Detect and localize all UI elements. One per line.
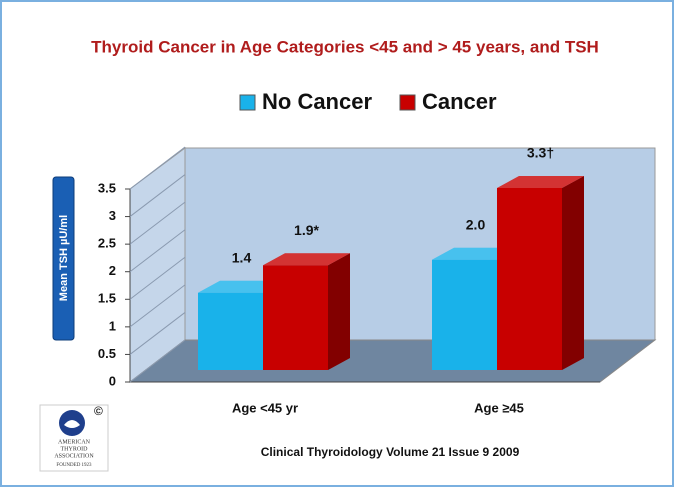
bar-side	[328, 253, 350, 370]
logo-shape	[64, 420, 80, 428]
logo-mark: ©	[94, 404, 103, 418]
y-label-box	[52, 176, 75, 341]
x-tick-label: Age <45 yr	[232, 400, 298, 415]
bar-top-shade	[263, 253, 350, 266]
logo: © AMERICAN THYROID ASSOCIATION FOUNDED 1…	[39, 404, 109, 472]
bar-front	[497, 188, 562, 370]
bar-side-shade	[562, 176, 584, 370]
y-tick-label: 0.5	[98, 346, 116, 361]
value-label: 3.3†	[527, 145, 554, 161]
legend-swatch	[399, 94, 416, 111]
grid-line	[129, 146, 186, 190]
grid-line	[129, 174, 186, 217]
y-tick-label: 3.5	[98, 180, 116, 195]
bar-top-shade	[497, 176, 584, 189]
y-axis-label: Mean TSH µU/ml	[58, 215, 70, 301]
legend-label: Cancer	[422, 89, 497, 114]
bar-side	[562, 176, 584, 370]
bar	[263, 253, 350, 370]
grid-line	[129, 201, 186, 245]
grid-line	[129, 339, 186, 383]
logo-line: ASSOCIATION	[54, 453, 94, 459]
y-tick-label: 2	[109, 263, 116, 278]
y-tick-label: 1	[109, 318, 116, 333]
grid-line	[129, 256, 186, 300]
value-label: 1.4	[232, 250, 252, 266]
bar-top	[497, 176, 584, 189]
bar-front	[263, 265, 328, 370]
logo-line: AMERICAN	[58, 439, 91, 445]
grid-line	[129, 229, 186, 273]
bar-side-shade	[328, 253, 350, 370]
value-label: 2.0	[466, 216, 486, 232]
bar	[497, 176, 584, 370]
grid-line	[129, 284, 186, 328]
source: Clinical Thyroidology Volume 21 Issue 9 …	[261, 445, 520, 459]
bar-front	[198, 292, 263, 370]
grid-line	[129, 312, 186, 355]
y-tick-label: 3	[109, 208, 116, 223]
legend-label: No Cancer	[262, 89, 372, 114]
y-tick-label: 0	[109, 373, 116, 388]
logo-box	[39, 404, 109, 472]
x-tick-label: Age ≥45	[474, 400, 524, 415]
y-tick-label: 2.5	[98, 236, 116, 251]
y-tick-label: 1.5	[98, 291, 116, 306]
bar-top	[263, 253, 350, 266]
chart-title: Thyroid Cancer in Age Categories <45 and…	[91, 37, 599, 56]
logo-line: THYROID	[61, 446, 89, 452]
legend-swatch	[239, 94, 256, 111]
logo-founded: FOUNDED 1923	[56, 463, 92, 468]
bar-front	[432, 259, 497, 370]
value-label: 1.9*	[294, 222, 319, 238]
